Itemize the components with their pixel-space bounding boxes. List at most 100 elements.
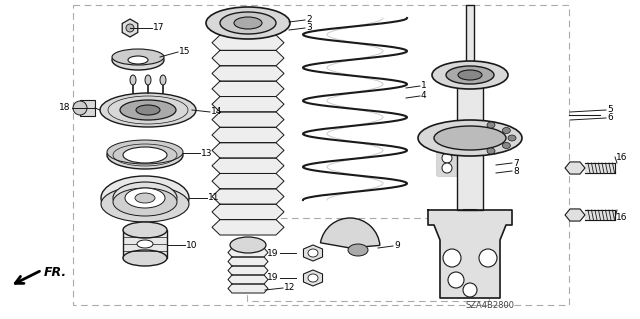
Ellipse shape bbox=[443, 249, 461, 267]
Polygon shape bbox=[303, 270, 323, 286]
Polygon shape bbox=[212, 219, 284, 235]
Polygon shape bbox=[228, 266, 268, 275]
Text: 3: 3 bbox=[306, 24, 312, 33]
Ellipse shape bbox=[348, 244, 368, 256]
Ellipse shape bbox=[145, 75, 151, 85]
Text: 19: 19 bbox=[266, 249, 278, 257]
Polygon shape bbox=[212, 97, 284, 112]
Ellipse shape bbox=[463, 283, 477, 297]
Ellipse shape bbox=[130, 75, 136, 85]
Polygon shape bbox=[212, 158, 284, 174]
Ellipse shape bbox=[73, 101, 87, 115]
Polygon shape bbox=[212, 112, 284, 127]
Ellipse shape bbox=[160, 75, 166, 85]
Text: 12: 12 bbox=[284, 284, 296, 293]
Ellipse shape bbox=[107, 141, 183, 169]
Ellipse shape bbox=[128, 56, 148, 64]
Polygon shape bbox=[212, 143, 284, 158]
Ellipse shape bbox=[442, 163, 452, 173]
Ellipse shape bbox=[123, 147, 167, 163]
Ellipse shape bbox=[112, 50, 164, 70]
Ellipse shape bbox=[418, 120, 522, 156]
Polygon shape bbox=[212, 174, 284, 189]
Text: 2: 2 bbox=[306, 16, 312, 25]
Ellipse shape bbox=[137, 240, 153, 248]
Ellipse shape bbox=[508, 135, 516, 141]
Text: 10: 10 bbox=[186, 241, 198, 249]
Polygon shape bbox=[228, 275, 268, 284]
Polygon shape bbox=[212, 35, 284, 50]
Text: 16: 16 bbox=[616, 213, 627, 222]
Ellipse shape bbox=[446, 66, 494, 84]
Ellipse shape bbox=[487, 148, 495, 154]
Ellipse shape bbox=[487, 122, 495, 128]
Polygon shape bbox=[228, 284, 268, 293]
Bar bbox=[247, 218, 489, 301]
Ellipse shape bbox=[308, 249, 318, 257]
Ellipse shape bbox=[136, 105, 160, 115]
Ellipse shape bbox=[113, 188, 177, 216]
Ellipse shape bbox=[100, 93, 196, 127]
Ellipse shape bbox=[448, 272, 464, 288]
Polygon shape bbox=[212, 81, 284, 97]
Text: 7: 7 bbox=[513, 159, 519, 167]
Text: 17: 17 bbox=[153, 24, 164, 33]
Text: 8: 8 bbox=[513, 167, 519, 175]
Ellipse shape bbox=[206, 7, 290, 39]
Polygon shape bbox=[428, 210, 512, 298]
Ellipse shape bbox=[112, 49, 164, 65]
Text: 15: 15 bbox=[179, 48, 191, 56]
Text: SZA4B2800: SZA4B2800 bbox=[465, 301, 515, 310]
Wedge shape bbox=[321, 218, 380, 248]
Ellipse shape bbox=[479, 249, 497, 267]
Ellipse shape bbox=[113, 182, 177, 214]
Ellipse shape bbox=[230, 237, 266, 253]
Ellipse shape bbox=[101, 176, 189, 220]
Ellipse shape bbox=[126, 24, 134, 32]
Bar bbox=[80, 100, 95, 116]
Text: 5: 5 bbox=[607, 106, 612, 115]
Polygon shape bbox=[212, 50, 284, 66]
Ellipse shape bbox=[234, 17, 262, 29]
Text: 19: 19 bbox=[266, 273, 278, 283]
Text: 1: 1 bbox=[421, 81, 427, 91]
Polygon shape bbox=[437, 148, 457, 175]
Text: 18: 18 bbox=[58, 103, 70, 113]
Ellipse shape bbox=[458, 70, 482, 80]
Polygon shape bbox=[228, 248, 268, 257]
Ellipse shape bbox=[101, 186, 189, 222]
Polygon shape bbox=[212, 66, 284, 81]
Text: 13: 13 bbox=[201, 149, 212, 158]
Bar bbox=[123, 230, 167, 258]
Text: 6: 6 bbox=[607, 114, 612, 122]
Polygon shape bbox=[303, 245, 323, 261]
Ellipse shape bbox=[123, 222, 167, 238]
Bar bbox=[457, 80, 483, 135]
Text: 4: 4 bbox=[421, 92, 427, 100]
Polygon shape bbox=[228, 257, 268, 266]
Ellipse shape bbox=[107, 140, 183, 164]
Polygon shape bbox=[212, 189, 284, 204]
Polygon shape bbox=[212, 204, 284, 219]
Ellipse shape bbox=[432, 61, 508, 89]
Polygon shape bbox=[212, 127, 284, 143]
Ellipse shape bbox=[120, 100, 176, 120]
Ellipse shape bbox=[125, 188, 165, 208]
Bar bbox=[466, 5, 474, 75]
Ellipse shape bbox=[123, 250, 167, 266]
Text: 14: 14 bbox=[211, 108, 222, 116]
Ellipse shape bbox=[502, 128, 510, 133]
Ellipse shape bbox=[308, 274, 318, 282]
Text: 11: 11 bbox=[208, 194, 220, 203]
Bar bbox=[457, 148, 483, 210]
Text: FR.: FR. bbox=[44, 266, 67, 279]
Ellipse shape bbox=[442, 153, 452, 163]
Ellipse shape bbox=[502, 143, 510, 149]
Polygon shape bbox=[565, 162, 585, 174]
Text: 9: 9 bbox=[394, 241, 400, 250]
Bar bbox=[73, 5, 569, 305]
Polygon shape bbox=[122, 19, 138, 37]
Ellipse shape bbox=[220, 12, 276, 34]
Ellipse shape bbox=[135, 193, 155, 203]
Text: 16: 16 bbox=[616, 152, 627, 161]
